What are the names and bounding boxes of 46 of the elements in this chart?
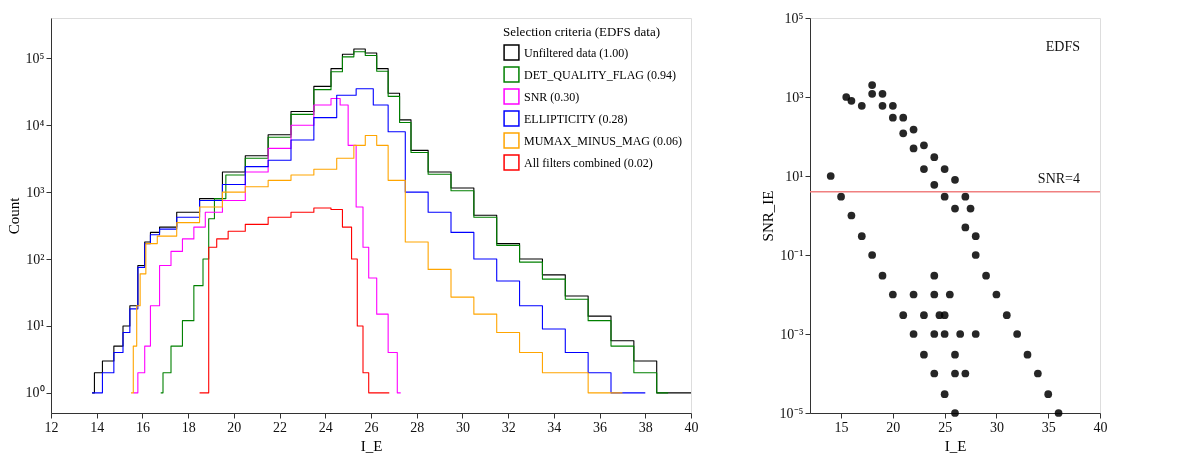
x-tick-label: 30 — [455, 419, 470, 435]
y-tick-label: 10⁰ — [25, 385, 45, 401]
x-tick-label: 14 — [90, 419, 105, 435]
legend-label: DET_QUALITY_FLAG (0.94) — [524, 67, 676, 82]
x-tick-label: 28 — [410, 419, 425, 435]
y-tick-label: 10⁻¹ — [780, 247, 804, 263]
x-axis-title: I_E — [360, 437, 383, 454]
y-tick-label: 10¹ — [785, 168, 804, 184]
x-tick-label: 18 — [181, 419, 196, 435]
y-tick-label: 10¹ — [26, 318, 45, 334]
x-tick-label: 24 — [318, 419, 333, 435]
x-tick-label: 36 — [593, 419, 608, 435]
legend-label: SNR (0.30) — [524, 89, 580, 104]
x-tick-label: 35 — [1041, 419, 1056, 435]
x-axis-title: I_E — [944, 437, 967, 454]
y-tick-label: 10⁻³ — [780, 326, 804, 342]
x-tick-label: 12 — [44, 419, 59, 435]
x-tick-label: 20 — [886, 419, 901, 435]
y-tick-label: 10³ — [26, 184, 45, 200]
y-axis-title: SNR_IE — [759, 190, 776, 242]
x-tick-label: 16 — [135, 419, 150, 435]
x-tick-label: 32 — [501, 419, 516, 435]
x-tick-label: 20 — [227, 419, 242, 435]
x-tick-label: 34 — [547, 419, 562, 435]
legend-title: Selection criteria (EDFS data) — [503, 24, 661, 39]
x-tick-label: 26 — [364, 419, 379, 435]
x-tick-label: 22 — [273, 419, 288, 435]
legend-label: Unfiltered data (1.00) — [524, 45, 629, 60]
x-tick-label: 38 — [638, 419, 653, 435]
legend-label: ELLIPTICITY (0.28) — [524, 111, 628, 126]
legend-label: All filters combined (0.02) — [524, 155, 653, 170]
y-tick-label: 10⁵ — [784, 10, 804, 26]
x-tick-label: 30 — [989, 419, 1004, 435]
annotation: EDFS — [1045, 39, 1080, 54]
x-tick-label: 40 — [684, 419, 699, 435]
y-tick-label: 10³ — [785, 89, 804, 105]
x-tick-label: 15 — [834, 419, 849, 435]
y-tick-label: 10² — [26, 251, 45, 267]
y-tick-label: 10⁵ — [25, 50, 45, 66]
x-tick-label: 40 — [1093, 419, 1108, 435]
x-tick-label: 25 — [938, 419, 953, 435]
legend-label: MUMAX_MINUS_MAG (0.06) — [524, 133, 683, 148]
y-tick-label: 10⁴ — [25, 117, 45, 133]
y-tick-label: 10⁻⁵ — [779, 405, 804, 421]
ref-line-label: SNR=4 — [1037, 170, 1080, 186]
y-axis-title: Count — [5, 196, 22, 235]
